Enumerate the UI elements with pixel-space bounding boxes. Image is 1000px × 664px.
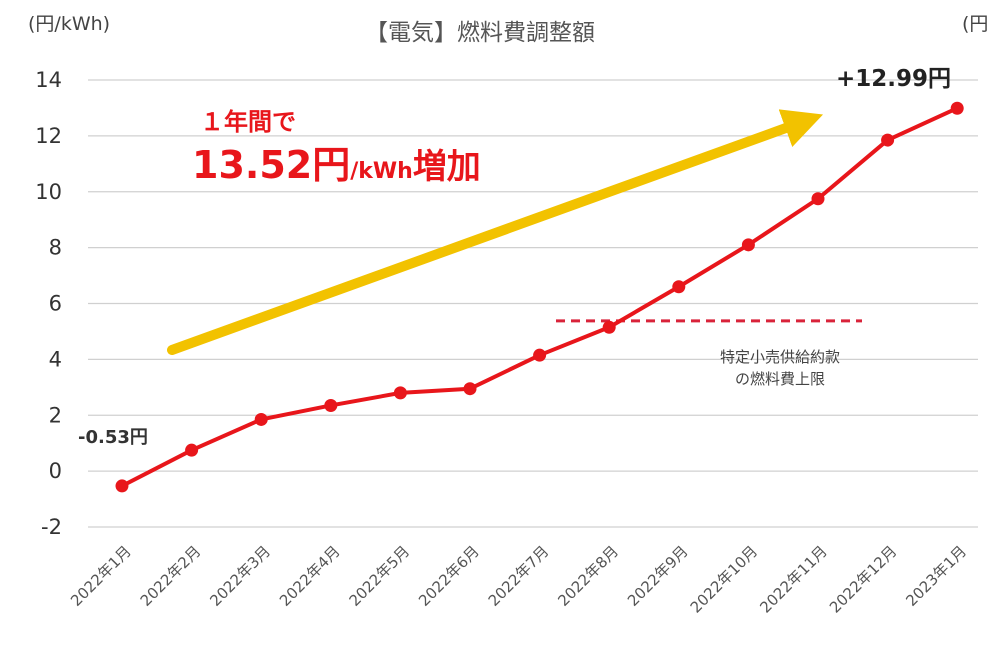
data-point xyxy=(463,382,477,396)
x-tick-label: 2022年5月 xyxy=(346,542,414,610)
data-points xyxy=(115,101,964,493)
end-value-label: +12.99円 xyxy=(836,66,951,92)
x-tick-label: 2022年7月 xyxy=(485,542,553,610)
increase-value: 13.52円 xyxy=(192,143,350,187)
y-tick-label: 4 xyxy=(49,347,62,371)
increase-caption-line1: １年間で xyxy=(200,108,296,136)
start-value-label: -0.53円 xyxy=(78,427,148,448)
cap-caption-line1: 特定小売供給約款 xyxy=(720,348,840,366)
y-tick-label: 10 xyxy=(35,180,62,204)
x-tick-label: 2022年2月 xyxy=(137,542,205,610)
y-tick-label: 0 xyxy=(49,459,62,483)
increase-trend-arrow xyxy=(167,109,824,355)
data-point xyxy=(811,192,825,206)
x-tick-label: 2022年3月 xyxy=(206,542,274,610)
data-point xyxy=(672,280,686,294)
y-tick-label: 14 xyxy=(35,68,62,92)
data-point xyxy=(254,412,268,426)
chart-title: 【電気】燃料費調整額 xyxy=(365,20,595,46)
data-point xyxy=(881,133,895,147)
x-tick-label: 2022年6月 xyxy=(415,542,483,610)
x-tick-label: 2022年9月 xyxy=(624,542,692,610)
data-point xyxy=(741,238,755,252)
x-tick-label: 2022年4月 xyxy=(276,542,344,610)
y-tick-label: -2 xyxy=(41,515,62,539)
cap-caption-line2: の燃料費上限 xyxy=(735,370,825,388)
x-tick-label: 2022年12月 xyxy=(826,542,900,616)
increase-unit: /kWh xyxy=(350,159,413,184)
data-point xyxy=(324,398,338,412)
y-tick-label: 2 xyxy=(49,403,62,427)
increase-suffix: 増加 xyxy=(413,147,481,187)
y-tick-label: 12 xyxy=(35,124,62,148)
y-tick-label: 8 xyxy=(49,236,62,260)
data-point xyxy=(950,101,964,115)
x-tick-label: 2023年1月 xyxy=(902,542,970,610)
y-axis-label-right: (円 xyxy=(962,13,988,35)
data-point xyxy=(533,348,547,362)
data-point xyxy=(115,479,129,493)
data-point xyxy=(185,443,199,457)
data-point xyxy=(602,320,616,334)
y-axis-ticks: 14 12 10 8 6 4 2 0 -2 xyxy=(35,68,62,539)
x-tick-label: 2022年10月 xyxy=(687,542,761,616)
x-tick-label: 2022年8月 xyxy=(554,542,622,610)
x-tick-label: 2022年11月 xyxy=(756,542,830,616)
data-point xyxy=(393,386,407,400)
y-axis-label: (円/kWh) xyxy=(28,13,110,35)
x-axis-ticks: 2022年1月 2022年2月 2022年3月 2022年4月 2022年5月 2022年… xyxy=(67,542,970,616)
y-tick-label: 6 xyxy=(49,292,62,316)
increase-caption-line2: 13.52円/kWh増加 xyxy=(192,143,481,187)
x-tick-label: 2022年1月 xyxy=(67,542,135,610)
